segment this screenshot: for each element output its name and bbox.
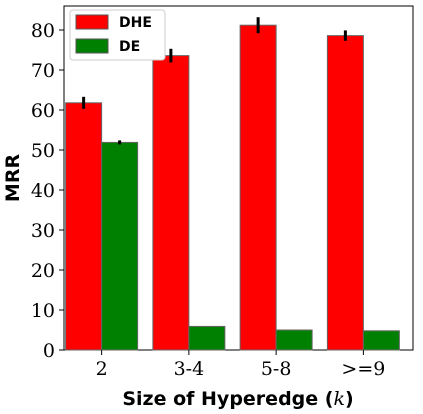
y-tick-label: 20 (31, 260, 55, 282)
y-tick-label: 60 (31, 100, 55, 122)
bar-de-2 (275, 329, 313, 351)
y-tick-label: 10 (31, 300, 55, 322)
x-tick-label: 2 (96, 358, 108, 380)
bar-de-1 (188, 325, 226, 351)
plot-frame (63, 5, 414, 351)
bars-layer (65, 17, 400, 351)
legend-swatch-de (75, 38, 109, 54)
x-axis-label-var: k (333, 388, 345, 410)
y-tick-label: 30 (31, 220, 55, 242)
y-tick-label: 0 (43, 340, 55, 362)
legend-label-dhe: DHE (119, 15, 152, 31)
bar-de-3 (362, 330, 400, 351)
x-tick-label: 3-4 (174, 358, 205, 380)
y-tick-label: 50 (31, 140, 55, 162)
bar-dhe-1 (152, 55, 190, 351)
x-axis: 2 3-4 5-8 >=9 (96, 350, 385, 380)
y-axis: 0 10 20 30 40 50 60 70 80 (31, 20, 64, 362)
x-axis-label-text: Size of Hyperedge ( (122, 388, 333, 410)
y-axis-label: MRR (2, 154, 24, 203)
bar-de-0 (101, 141, 139, 351)
x-tick-label: 5-8 (261, 358, 292, 380)
x-tick-label: >=9 (341, 358, 385, 380)
x-axis-label-close: ) (345, 388, 354, 410)
x-axis-label: Size of Hyperedge (k) (122, 388, 353, 410)
bar-dhe-3 (326, 35, 364, 351)
y-tick-label: 80 (31, 20, 55, 42)
y-tick-label: 40 (31, 180, 55, 202)
legend-label-de: DE (119, 39, 140, 55)
bar-dhe-2 (239, 24, 277, 351)
legend: DHE DE (69, 9, 166, 61)
legend-swatch-dhe (75, 14, 109, 30)
y-tick-label: 70 (31, 60, 55, 82)
bar-dhe-0 (65, 102, 103, 351)
